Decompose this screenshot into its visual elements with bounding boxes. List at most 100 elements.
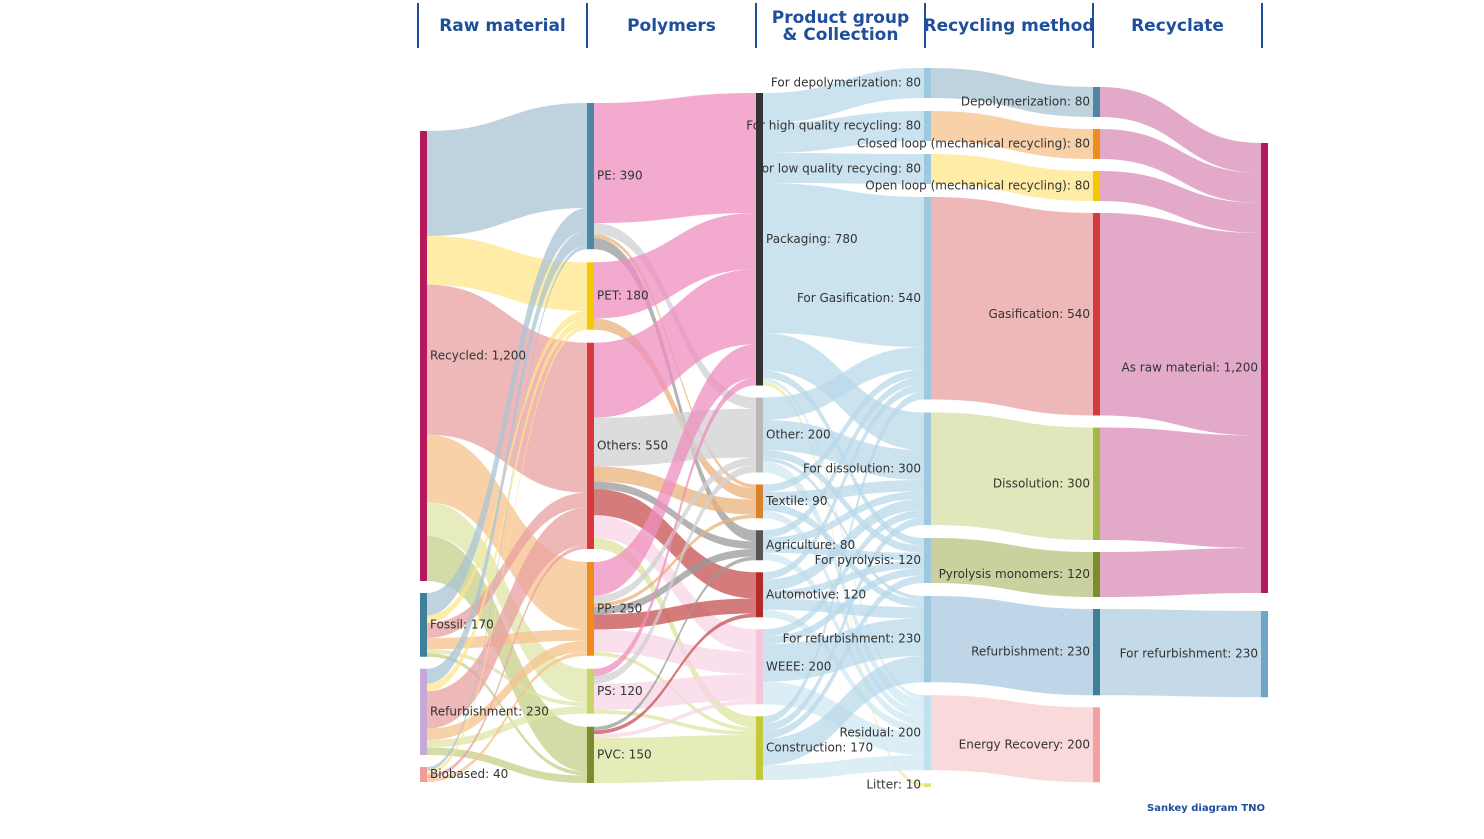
flow [763, 510, 924, 718]
node-label: Recycled: 1,200 [430, 349, 526, 363]
flow [594, 598, 756, 630]
flow [763, 568, 924, 645]
node [1093, 707, 1100, 783]
node [756, 530, 763, 561]
flow [931, 154, 1093, 201]
flow [763, 457, 924, 600]
node-label: PVC: 150 [597, 747, 652, 761]
node [420, 131, 427, 581]
node-label: For dissolution: 300 [803, 461, 921, 475]
flow [1100, 213, 1261, 436]
flow [594, 408, 756, 467]
flow [763, 347, 924, 420]
flow [594, 489, 756, 599]
flow [427, 284, 587, 493]
node [1093, 87, 1100, 117]
node-label: Pyrolysis monomers: 120 [939, 567, 1090, 581]
node-label: PS: 120 [597, 684, 643, 698]
node [756, 572, 763, 618]
column-header: Product group [772, 8, 909, 28]
flow [1100, 609, 1261, 698]
flow [427, 652, 587, 782]
flow [931, 111, 1093, 159]
column-header: & Collection [783, 25, 899, 45]
node-label: PE: 390 [597, 169, 643, 183]
flow [427, 507, 587, 729]
links [427, 68, 1261, 787]
flow [931, 538, 1093, 597]
node [924, 197, 931, 400]
flow [763, 491, 924, 546]
flow [763, 517, 924, 732]
node [756, 629, 763, 705]
node-label: Automotive: 120 [766, 587, 866, 601]
flow [763, 755, 924, 780]
node [924, 412, 931, 525]
flow [594, 465, 756, 684]
node-label: Residual: 200 [840, 725, 921, 739]
node [924, 68, 931, 98]
node-label: For Gasification: 540 [797, 291, 921, 305]
node [420, 668, 427, 755]
node-label: Others: 550 [597, 438, 668, 452]
node-label: Gasification: 540 [989, 307, 1091, 321]
node-label: Other: 200 [766, 428, 831, 442]
flow [931, 412, 1093, 540]
flow [763, 369, 924, 492]
node [1261, 611, 1268, 698]
flow [594, 238, 756, 542]
node [1093, 213, 1100, 416]
flow [763, 384, 924, 580]
flow [763, 378, 924, 699]
column-header: Polymers [627, 16, 716, 36]
flow [594, 556, 756, 731]
flow [763, 461, 924, 711]
flow [427, 629, 587, 650]
flow [763, 420, 924, 480]
flow [427, 747, 587, 783]
flow [594, 537, 756, 728]
flow [763, 480, 924, 504]
node [587, 262, 594, 330]
flow [594, 344, 756, 596]
flow [763, 656, 924, 765]
node [924, 783, 931, 787]
node-label: For pyrolysis: 120 [815, 553, 921, 567]
flow [427, 653, 587, 776]
header-dividers [417, 3, 1263, 48]
node [924, 538, 931, 583]
column-header: Raw material [439, 16, 566, 36]
node-label: For refurbishment: 230 [1120, 647, 1258, 661]
node [924, 596, 931, 683]
flow [427, 326, 587, 775]
flow [427, 640, 587, 740]
node [924, 111, 931, 141]
flow [763, 183, 924, 347]
node-label: Refurbishment: 230 [971, 645, 1090, 659]
node [1093, 129, 1100, 159]
node-label: Construction: 170 [766, 741, 873, 755]
node [1261, 143, 1268, 593]
flow [427, 434, 587, 630]
flow [594, 93, 756, 223]
flow [427, 649, 587, 707]
flow [594, 481, 756, 549]
flow [594, 514, 756, 607]
node-label: Agriculture: 80 [766, 538, 855, 552]
flow [594, 213, 756, 319]
nodes [420, 68, 1268, 787]
node-label: Dissolution: 300 [993, 476, 1090, 490]
flow [594, 318, 756, 500]
node [756, 397, 763, 473]
node [587, 103, 594, 250]
node-label: Open loop (mechanical recycling): 80 [865, 179, 1090, 193]
flow [763, 111, 924, 153]
flow [594, 735, 756, 783]
node-label: Closed loop (mechanical recycling): 80 [857, 137, 1090, 151]
node-label: For high quality recycling: 80 [746, 119, 921, 133]
node-label: Refurbishment: 230 [430, 704, 549, 718]
node [587, 726, 594, 783]
flow [1100, 87, 1261, 173]
node [756, 484, 763, 519]
